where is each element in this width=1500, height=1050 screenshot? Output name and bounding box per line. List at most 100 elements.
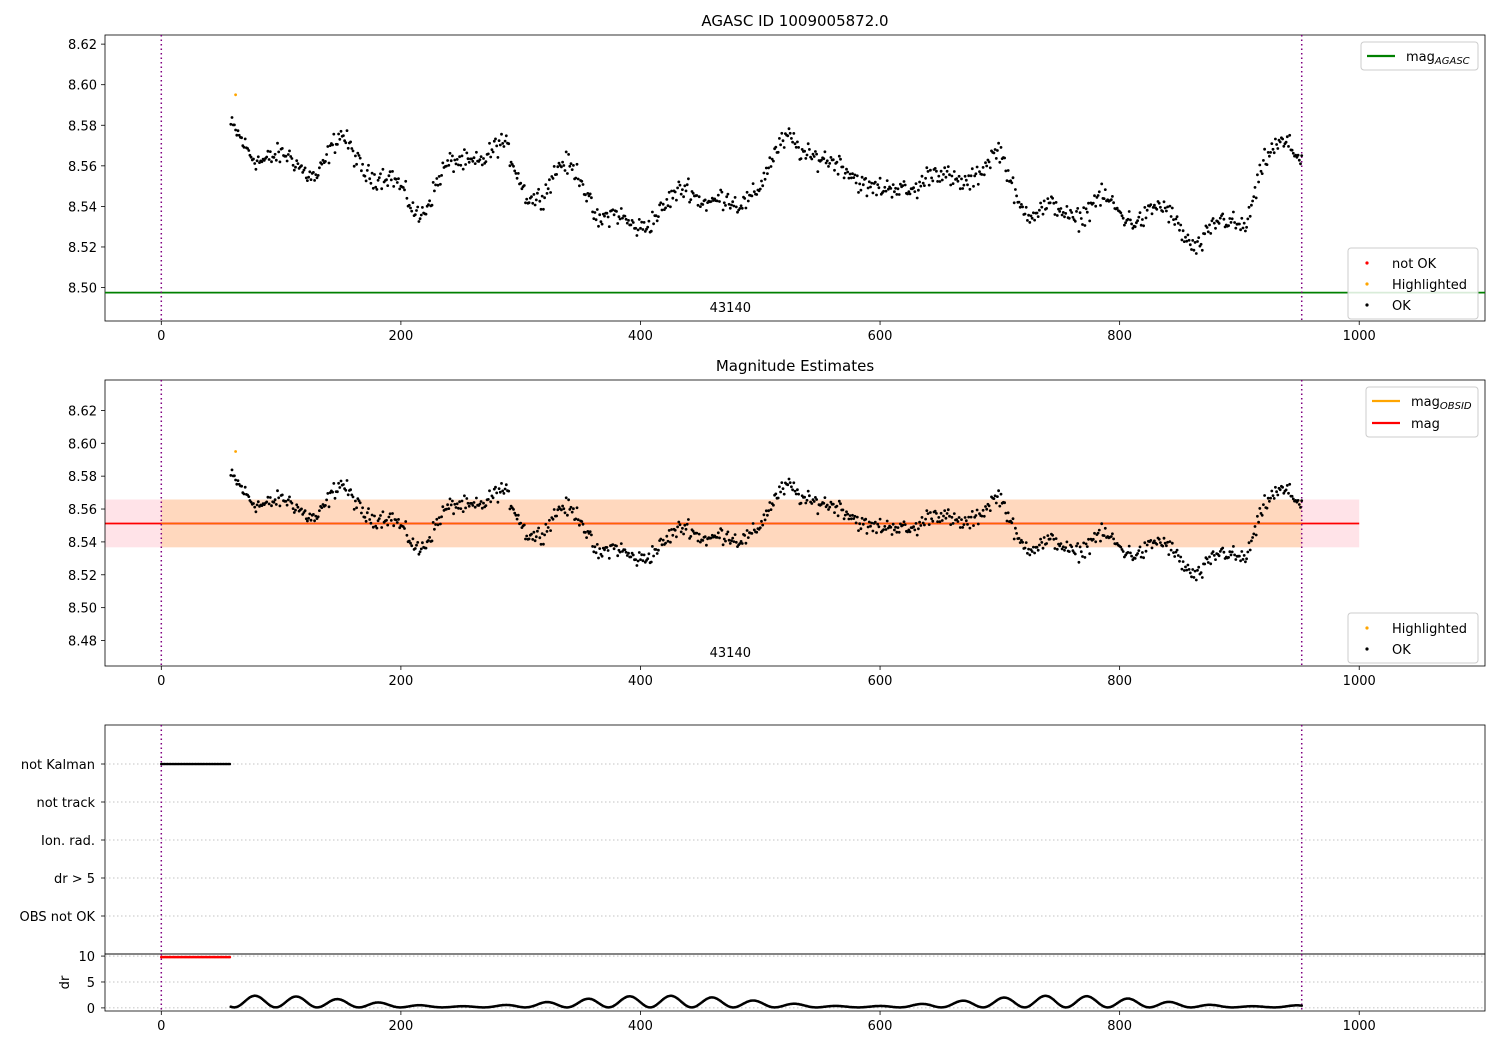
axes-frame xyxy=(104,953,1486,1012)
ok-point xyxy=(1253,525,1257,528)
ok-point xyxy=(277,496,281,500)
ok-point xyxy=(1061,211,1065,214)
ok-point xyxy=(564,150,568,154)
ok-point xyxy=(1028,553,1032,557)
ok-point xyxy=(1299,162,1302,166)
ok-point xyxy=(544,183,548,187)
flag-category-label: OBS not OK xyxy=(20,910,96,925)
ok-point xyxy=(435,177,439,180)
ok-point xyxy=(883,185,887,189)
ok-point xyxy=(561,160,564,164)
ok-point xyxy=(625,221,629,225)
ok-point xyxy=(563,169,567,172)
ok-point xyxy=(397,518,400,521)
ok-point xyxy=(489,500,493,504)
ok-point xyxy=(1163,541,1167,545)
ok-point xyxy=(300,164,303,168)
ok-point xyxy=(1159,205,1162,209)
ok-point xyxy=(665,198,669,201)
ok-point xyxy=(848,172,852,176)
ok-point xyxy=(1073,552,1077,556)
ok-point xyxy=(901,184,905,188)
ok-point xyxy=(546,187,550,191)
ok-point xyxy=(585,536,588,539)
ok-point xyxy=(569,162,573,166)
ok-point xyxy=(646,557,650,561)
ok-point xyxy=(1272,151,1276,155)
ok-point xyxy=(745,190,749,194)
ok-point xyxy=(581,522,585,526)
ok-point xyxy=(937,174,941,178)
ok-point xyxy=(1274,485,1277,489)
ok-point xyxy=(527,537,531,541)
ok-point xyxy=(1173,223,1177,226)
ok-point xyxy=(1250,539,1253,543)
ok-point xyxy=(876,522,880,526)
ok-point xyxy=(338,137,342,141)
ok-point xyxy=(480,163,484,167)
ok-point xyxy=(580,520,584,523)
ok-point xyxy=(1150,546,1154,550)
y-tick-label: 8.52 xyxy=(68,241,97,256)
chart-title: AGASC ID 1009005872.0 xyxy=(701,12,888,30)
ok-point xyxy=(434,523,437,526)
ok-point xyxy=(1051,196,1054,200)
ok-point xyxy=(418,217,422,221)
ok-point xyxy=(243,485,247,489)
ok-point xyxy=(908,192,912,196)
ok-point xyxy=(445,507,448,511)
ok-point xyxy=(1265,163,1269,167)
ok-point xyxy=(307,175,310,179)
ok-point xyxy=(779,490,782,494)
ok-point xyxy=(1265,506,1269,510)
ok-point xyxy=(788,131,792,135)
ok-point xyxy=(1005,179,1009,183)
ok-point xyxy=(467,160,471,164)
ok-point xyxy=(750,194,754,198)
ok-point xyxy=(1172,551,1175,554)
ok-point xyxy=(555,173,558,176)
ok-point xyxy=(1242,221,1246,225)
ok-point xyxy=(766,172,769,176)
ok-point xyxy=(923,184,926,188)
ok-point xyxy=(1266,151,1270,154)
ok-point xyxy=(512,508,515,511)
ok-point xyxy=(999,146,1003,149)
ok-point xyxy=(1085,210,1089,214)
legend-label-subscript: AGASC xyxy=(1434,56,1470,67)
ok-point xyxy=(291,163,295,167)
ok-point xyxy=(304,517,308,521)
ok-point xyxy=(930,176,933,180)
ok-point xyxy=(1161,210,1165,213)
ok-point xyxy=(1130,222,1133,226)
ok-point xyxy=(1203,562,1207,566)
ok-point xyxy=(1245,557,1248,561)
ok-point xyxy=(725,532,729,536)
ok-point xyxy=(796,140,799,144)
ok-point xyxy=(300,507,303,511)
ok-point xyxy=(927,523,931,526)
ok-point xyxy=(367,507,370,510)
ok-point xyxy=(1064,212,1068,215)
ok-point xyxy=(1269,151,1272,154)
ok-point xyxy=(972,184,975,188)
ok-point xyxy=(985,507,989,511)
ok-point xyxy=(917,527,920,531)
ok-point xyxy=(592,217,596,221)
ok-point xyxy=(1221,546,1225,550)
ok-point xyxy=(1059,207,1063,210)
ok-point xyxy=(786,483,790,487)
ok-point xyxy=(272,500,276,504)
ok-point xyxy=(572,507,575,511)
ok-point xyxy=(1038,208,1041,212)
ok-point xyxy=(515,176,519,180)
ok-point xyxy=(969,174,973,178)
ok-point xyxy=(464,506,467,510)
ok-point xyxy=(1257,180,1260,184)
ok-point xyxy=(915,533,919,537)
ok-point xyxy=(981,508,985,512)
ok-point xyxy=(1027,213,1030,217)
ok-point xyxy=(731,200,735,204)
ok-point xyxy=(388,170,392,174)
legend-marker xyxy=(1365,647,1369,651)
